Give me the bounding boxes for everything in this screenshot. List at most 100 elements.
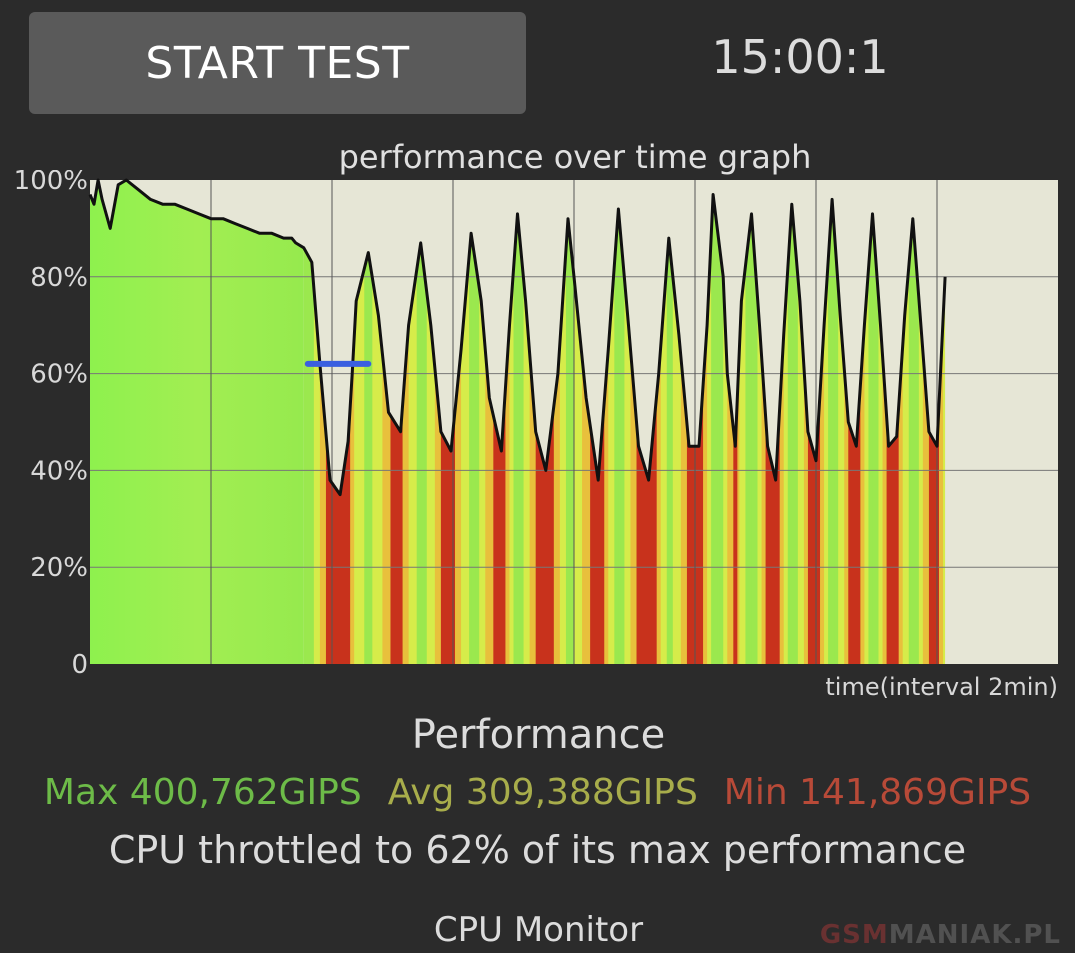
area-fill-band	[707, 180, 710, 664]
area-fill-band	[529, 180, 533, 664]
area-fill-band	[914, 180, 918, 664]
area-fill-band	[668, 180, 672, 664]
area-fill-band	[574, 180, 577, 664]
area-fill-band	[430, 180, 434, 664]
area-fill-band	[727, 180, 730, 664]
watermark-logo: GSMMANIAK.PL	[819, 920, 1061, 950]
area-fill-band	[622, 180, 626, 664]
area-fill-band	[412, 180, 416, 664]
area-fill-band	[354, 180, 357, 664]
area-fill-band	[624, 180, 628, 664]
area-fill-band	[404, 180, 408, 664]
performance-heading: Performance	[411, 712, 666, 758]
area-fill-band	[939, 180, 942, 664]
area-fill-band	[475, 180, 478, 664]
area-fill-band	[906, 180, 910, 664]
chart-title: performance over time graph	[338, 138, 812, 176]
area-fill-band	[791, 180, 795, 664]
area-fill-band	[606, 180, 609, 664]
area-fill-band	[759, 180, 763, 664]
area-fill-band	[459, 180, 462, 664]
area-fill-band	[553, 180, 557, 664]
cpu-monitor-heading: CPU Monitor	[433, 910, 644, 950]
area-fill-band	[719, 180, 722, 664]
area-fill-band	[674, 180, 678, 664]
area-fill-band	[662, 180, 666, 664]
area-fill-band	[608, 180, 611, 664]
area-fill-band	[836, 180, 839, 664]
area-fill-band	[513, 180, 517, 664]
area-fill-band	[630, 180, 634, 664]
area-fill-band	[519, 180, 523, 664]
area-fill-band	[797, 180, 801, 664]
y-tick-label: 80%	[30, 263, 88, 293]
area-fill-band	[362, 180, 365, 664]
area-fill-band	[505, 180, 509, 664]
area-fill-band	[785, 180, 789, 664]
area-fill-band	[378, 180, 381, 664]
start-test-button[interactable]: START TEST	[29, 12, 526, 114]
area-fill-band	[479, 180, 482, 664]
area-fill-band	[866, 180, 870, 664]
stat-min: Min 141,869GIPS	[723, 772, 1032, 813]
area-fill-band	[745, 180, 749, 664]
y-tick-label: 20%	[30, 553, 88, 583]
area-fill-band	[753, 180, 757, 664]
area-fill-band	[670, 180, 674, 664]
area-fill-band	[473, 180, 476, 664]
area-fill-band	[315, 180, 319, 664]
area-fill-band	[489, 180, 492, 664]
area-fill-band	[709, 180, 712, 664]
area-fill-band	[382, 180, 386, 664]
area-fill-band	[803, 180, 807, 664]
area-fill-band	[356, 180, 359, 664]
area-fill-band	[916, 180, 920, 664]
area-fill-band	[664, 180, 668, 664]
area-fill-band	[660, 180, 664, 664]
area-fill-band	[384, 180, 388, 664]
area-fill-band	[900, 180, 904, 664]
area-fill-band	[721, 180, 724, 664]
area-fill-band	[372, 180, 375, 664]
area-fill-band	[426, 180, 430, 664]
area-fill-band	[515, 180, 519, 664]
area-fill-band	[390, 180, 394, 664]
area-fill-band	[824, 180, 827, 664]
area-fill-band	[578, 180, 581, 664]
area-fill-band	[616, 180, 619, 664]
area-fill-band	[943, 180, 946, 664]
area-fill-band	[834, 180, 837, 664]
area-fill-band	[878, 180, 882, 664]
area-fill-band	[799, 180, 803, 664]
area-fill-band	[368, 180, 371, 664]
area-fill-band	[656, 180, 660, 664]
area-fill-band	[569, 180, 573, 664]
area-fill-band	[481, 180, 484, 664]
area-fill-band	[380, 180, 384, 664]
area-fill-band	[432, 180, 436, 664]
area-fill-band	[305, 180, 309, 664]
area-fill-band	[491, 180, 494, 664]
area-fill-band	[882, 180, 886, 664]
area-fill-band	[822, 180, 825, 664]
area-fill-band	[910, 180, 914, 664]
area-fill-band	[461, 180, 464, 664]
area-fill-band	[557, 180, 561, 664]
area-fill-band	[860, 180, 863, 664]
area-fill-band	[612, 180, 615, 664]
area-fill-band	[455, 180, 458, 664]
area-fill-band	[898, 180, 902, 664]
y-tick-label: 40%	[30, 456, 88, 486]
area-fill-band	[801, 180, 805, 664]
area-fill-band	[561, 180, 565, 664]
area-fill-band	[751, 180, 755, 664]
area-fill-band	[626, 180, 630, 664]
area-fill-band	[467, 180, 470, 664]
area-fill-band	[565, 180, 569, 664]
area-fill-band	[783, 180, 787, 664]
area-fill-band	[402, 180, 406, 664]
area-fill-band	[521, 180, 525, 664]
area-fill-band	[571, 180, 575, 664]
area-fill-band	[604, 180, 607, 664]
area-fill-band	[386, 180, 390, 664]
